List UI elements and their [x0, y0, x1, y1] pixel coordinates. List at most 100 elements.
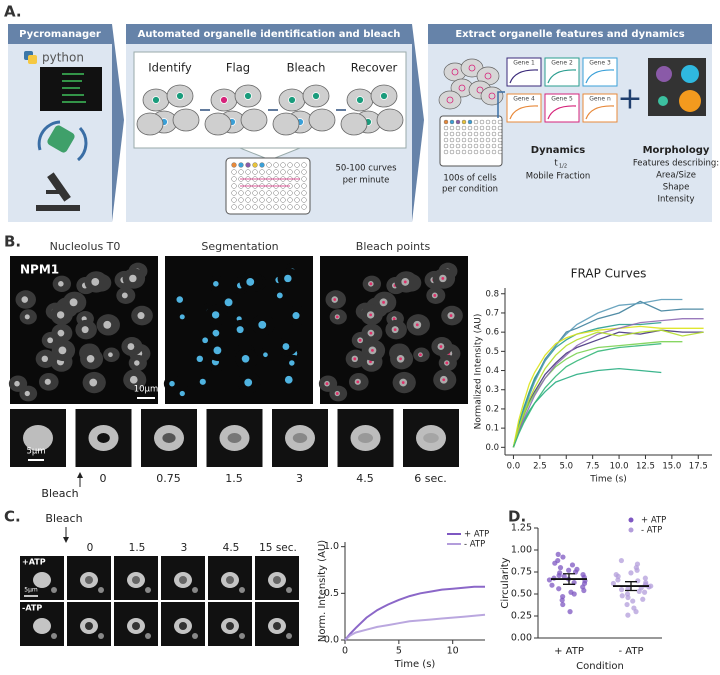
nucleolus: [239, 633, 245, 639]
gene-box: [506, 57, 542, 87]
cell: [438, 90, 462, 110]
bleach-point: [442, 378, 446, 382]
data-line: [344, 585, 485, 641]
organelle: [468, 64, 476, 72]
well: [231, 176, 237, 182]
well: [443, 125, 449, 131]
organelle: [152, 96, 160, 104]
data-point: [552, 560, 558, 566]
timepoint-label: 0: [87, 542, 94, 554]
y-axis-label: Circularity: [500, 557, 511, 608]
data-line: [512, 367, 662, 448]
bleached-spot: [162, 433, 176, 443]
bleach-point: [371, 348, 374, 352]
step-label: Bleach: [287, 61, 326, 75]
data-point: [561, 573, 567, 580]
bleach-point: [358, 338, 362, 342]
bleach-point: [441, 277, 445, 280]
nucleolus: [69, 298, 78, 307]
y-tick-label: 0.2: [485, 404, 499, 414]
organelle: [658, 96, 668, 106]
well: [485, 137, 491, 143]
cell: [204, 112, 232, 136]
organelle: [484, 72, 492, 80]
bleached-spot: [132, 576, 140, 584]
bleached-spot: [273, 622, 281, 630]
nucleolus: [276, 292, 283, 299]
nucleolus: [286, 633, 292, 639]
well: [280, 162, 286, 168]
well: [245, 190, 251, 196]
x-tick-label: 5: [396, 646, 402, 657]
x-tick-label: - ATP: [619, 646, 644, 657]
data-point: [633, 609, 639, 615]
x-tick-label: 0: [342, 646, 348, 657]
well: [273, 197, 279, 203]
well: [473, 143, 479, 149]
well: [443, 137, 449, 143]
well: [231, 169, 237, 175]
gene-box: [544, 57, 580, 87]
bleached-spot: [226, 576, 234, 584]
well: [294, 162, 300, 168]
data-point: [560, 601, 566, 608]
well: [301, 190, 307, 196]
well: [294, 190, 300, 196]
well: [473, 137, 479, 143]
nucleolus: [24, 314, 30, 320]
gene-curve: [547, 69, 577, 84]
data-point: [624, 601, 630, 608]
y-tick-label: 0.25: [511, 611, 532, 622]
organelle: [356, 96, 364, 104]
data-line: [512, 343, 662, 448]
nucleolus: [14, 380, 20, 387]
y-tick-label: 0.5: [485, 347, 499, 357]
x-tick-label: 5.0: [559, 462, 573, 472]
data-point: [615, 577, 621, 583]
gene-curve: [585, 105, 615, 120]
nucleolus: [284, 274, 292, 283]
data-line: [512, 321, 662, 448]
well: [259, 162, 265, 168]
bleach-point: [419, 353, 422, 357]
nucleolus: [241, 354, 250, 363]
well: [485, 119, 491, 125]
timepoint-label: 6 sec.: [414, 472, 447, 485]
nucleolus: [236, 326, 244, 334]
bleach-point: [335, 392, 339, 395]
bleached-spot: [423, 433, 439, 443]
nucleolus: [224, 298, 233, 307]
timepoint-label: 15 sec.: [259, 542, 297, 554]
bleach-point: [392, 317, 396, 321]
nucleolus: [129, 274, 137, 283]
nucleolus: [58, 346, 67, 355]
callout: [239, 147, 301, 161]
cell: [376, 108, 404, 132]
well: [473, 149, 479, 155]
connector: [497, 91, 505, 118]
nucleolus: [56, 311, 65, 319]
well: [252, 204, 258, 210]
bleached-spot: [179, 622, 187, 630]
nucleolus: [176, 296, 183, 303]
well: [461, 131, 467, 137]
nucleolus: [196, 355, 204, 363]
well: [449, 137, 455, 143]
well: [467, 149, 473, 155]
well: [461, 119, 467, 125]
bleach-point: [433, 294, 437, 297]
nucleolus: [58, 281, 64, 287]
x-tick-label: 10: [447, 646, 459, 657]
well: [245, 169, 251, 175]
well: [266, 204, 272, 210]
nucleolus: [292, 312, 300, 320]
gene-label: Gene n: [589, 96, 611, 103]
timepoint-label: 0: [100, 472, 107, 485]
bleach-point: [369, 313, 373, 317]
morphology-text: Intensity: [658, 195, 695, 205]
nucleolus: [179, 390, 185, 397]
nucleolus: [51, 587, 57, 593]
well: [455, 131, 461, 137]
y-axis-label: Norm. Intensity (AU): [317, 540, 328, 642]
well: [259, 169, 265, 175]
